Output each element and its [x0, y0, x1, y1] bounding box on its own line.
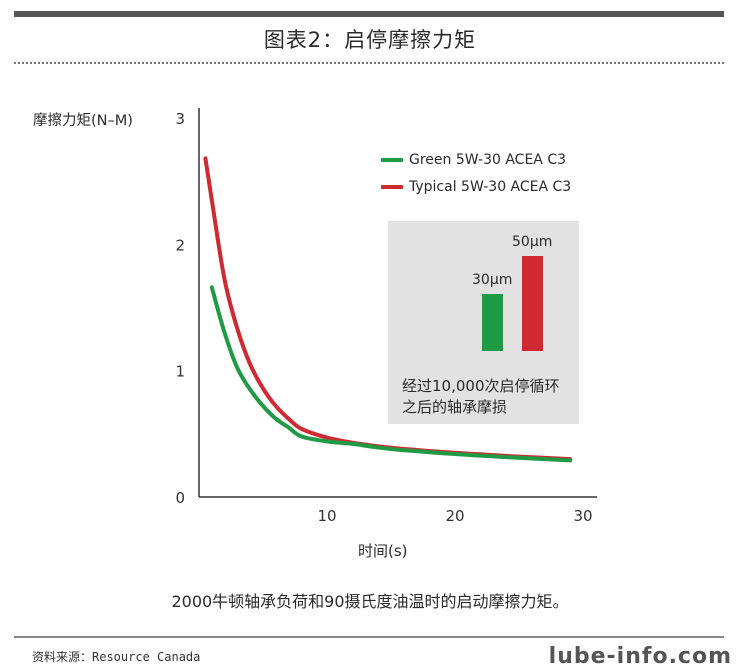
inset-bar-green: [482, 294, 503, 351]
inset-bar-label-red: 50μm: [512, 234, 553, 250]
y-axis-label: 摩擦力矩(N–M): [33, 113, 133, 129]
legend-label-red: Typical 5W-30 ACEA C3: [409, 178, 572, 195]
x-tick-label-20: 20: [445, 507, 464, 525]
x-tick-label-10: 10: [317, 507, 336, 525]
inset-note-line-1: 经过10,000次启停循环: [402, 377, 560, 395]
inset-note-line-2: 之后的轴承摩损: [402, 398, 508, 416]
inset-bar-red: [522, 256, 543, 351]
legend: Green 5W-30 ACEA C3 Typical 5W-30 ACEA C…: [381, 146, 571, 200]
inset-note: 经过10,000次启停循环 之后的轴承摩损: [402, 376, 560, 418]
legend-item-red: Typical 5W-30 ACEA C3: [381, 173, 571, 200]
legend-item-green: Green 5W-30 ACEA C3: [381, 146, 571, 173]
bottom-rule: [14, 636, 724, 638]
legend-swatch-green: [381, 157, 403, 162]
series-line-green: [209, 285, 573, 463]
y-tick-label-1: 1: [175, 363, 185, 381]
watermark: lube-info.com: [548, 644, 732, 669]
dotted-divider: [14, 62, 724, 64]
wear-inset-panel: 30μm 50μm 经过10,000次启停循环 之后的轴承摩损: [388, 221, 579, 424]
legend-label-green: Green 5W-30 ACEA C3: [409, 151, 567, 168]
legend-swatch-red: [381, 184, 403, 189]
x-tick-label-30: 30: [573, 507, 592, 525]
inset-bar-label-green: 30μm: [472, 272, 513, 288]
y-tick-label-3: 3: [175, 110, 185, 128]
chart-title: 图表2：启停摩擦力矩: [263, 28, 477, 52]
y-tick-label-0: 0: [175, 489, 185, 507]
y-tick-label-2: 2: [175, 236, 185, 254]
source-note: 资料来源：Resource Canada: [32, 650, 201, 664]
x-axis-label: 时间(s): [358, 542, 408, 560]
top-rule: [14, 11, 724, 17]
figure-caption: 2000牛顿轴承负荷和90摄氏度油温时的启动摩擦力矩。: [171, 592, 569, 611]
